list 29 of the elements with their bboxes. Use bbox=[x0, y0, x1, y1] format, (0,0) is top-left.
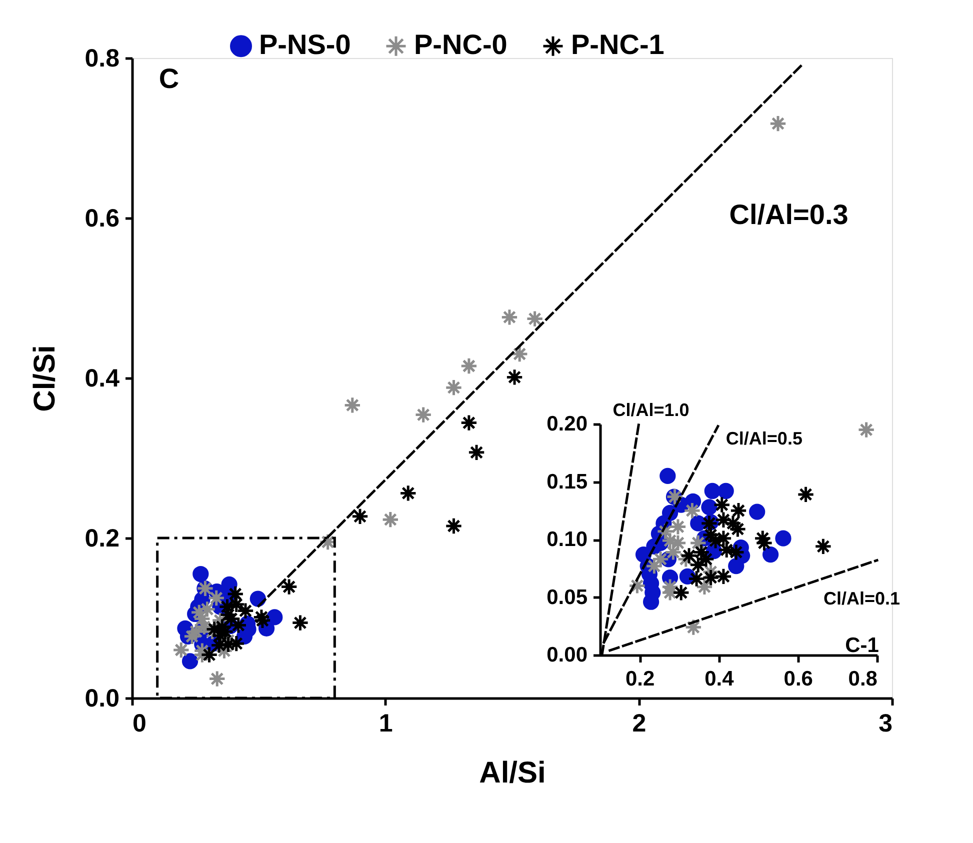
x-tick-label: 1 bbox=[378, 710, 393, 738]
x-tick-label: 0.6 bbox=[784, 668, 813, 690]
y-tick-label: 0.4 bbox=[84, 364, 120, 392]
y-tick-label: 0.8 bbox=[84, 44, 120, 72]
legend-label: P-NC-0 bbox=[414, 29, 508, 60]
annotation: C bbox=[158, 63, 180, 94]
legend-label: P-NC-1 bbox=[571, 29, 664, 60]
series-label: Cl/Al=1.0 bbox=[612, 400, 690, 420]
y-tick-label: 0.0 bbox=[84, 684, 120, 712]
series-label: Cl/Al=0.1 bbox=[823, 588, 900, 608]
annotation: C-1 bbox=[845, 634, 880, 657]
y-tick-label: 0.10 bbox=[546, 528, 588, 551]
x-axis-title: Al/Si bbox=[479, 756, 546, 790]
y-axis-title: Cl/Si bbox=[28, 345, 62, 412]
x-tick-label: 0 bbox=[132, 710, 146, 738]
y-tick-label: 0.00 bbox=[546, 644, 588, 666]
x-tick-label: 3 bbox=[878, 710, 892, 738]
x-tick-label: 0.2 bbox=[625, 668, 655, 690]
y-tick-label: 0.15 bbox=[546, 470, 588, 494]
y-tick-label: 0.05 bbox=[546, 586, 588, 609]
x-tick-label: 2 bbox=[632, 710, 646, 738]
series-label: Cl/Al=0.3 bbox=[729, 199, 848, 230]
x-tick-label: 0.4 bbox=[704, 668, 734, 690]
y-tick-label: 0.20 bbox=[546, 412, 588, 436]
y-tick-label: 0.2 bbox=[84, 524, 120, 552]
legend-label: P-NS-0 bbox=[259, 29, 351, 60]
series-label: Cl/Al=0.5 bbox=[726, 428, 802, 448]
y-tick-label: 0.6 bbox=[84, 204, 120, 232]
x-tick-label: 0.8 bbox=[848, 668, 878, 690]
